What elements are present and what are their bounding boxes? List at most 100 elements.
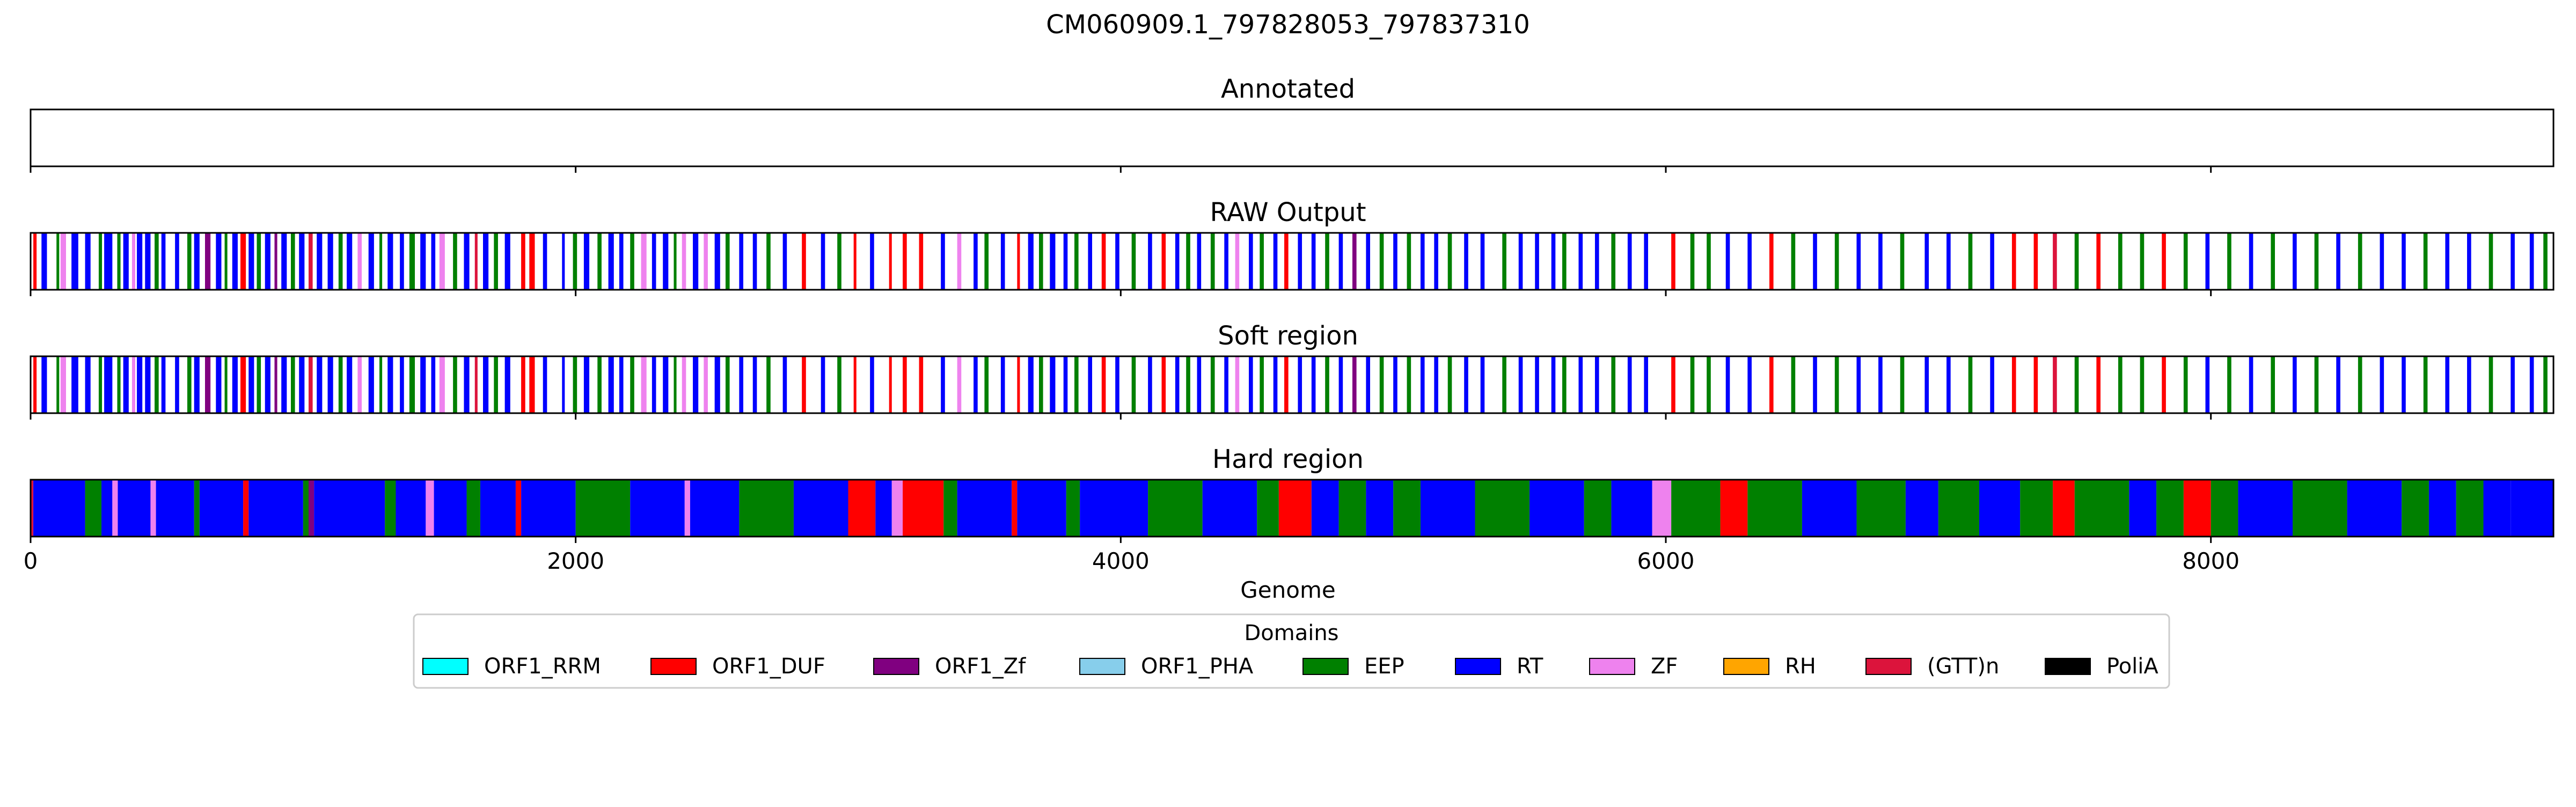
segment-RT (1434, 233, 1438, 290)
legend-swatch (873, 658, 919, 675)
legend-label: ZF (1651, 654, 1678, 679)
segment-RT (299, 233, 305, 290)
segment-EEP (1856, 480, 1906, 537)
segment-ORF1_DUF (521, 356, 525, 413)
segment-RT (396, 480, 426, 537)
segment-RT (1393, 233, 1397, 290)
segment-RT (1311, 480, 1339, 537)
segment-RT (1420, 356, 1425, 413)
segment-ORF1_DUF (1278, 480, 1312, 537)
segment-RT (2445, 233, 2450, 290)
segment-RT (1747, 233, 1752, 290)
segment-EEP (2402, 480, 2429, 537)
segment-RT (2467, 356, 2471, 413)
panel-frame (30, 108, 2555, 167)
segment-ORF1_Zf (274, 356, 277, 413)
segment-EEP (1562, 233, 1567, 290)
segment-RT (161, 356, 166, 413)
segment-RT (175, 233, 179, 290)
segment-ZF (641, 233, 647, 290)
segment-EEP (2314, 233, 2319, 290)
segment-RT (1028, 356, 1034, 413)
segment-EEP (630, 233, 634, 290)
segment-RT (1578, 356, 1583, 413)
legend-swatch (650, 658, 697, 675)
segment-ZF (439, 233, 445, 290)
segment-RT (562, 233, 565, 290)
segment-RT (1990, 233, 1994, 290)
segment-RT (483, 356, 489, 413)
segment-EEP (1210, 233, 1215, 290)
segment-RT (1298, 233, 1302, 290)
segment-RT (1878, 233, 1883, 290)
segment-RT (1856, 356, 1861, 413)
segment-RT (1627, 233, 1632, 290)
segment-RT (2380, 356, 2384, 413)
segment-ZF (426, 480, 434, 537)
segment-EEP (1210, 356, 1215, 413)
segment-ZF (1235, 233, 1240, 290)
segment-EEP (1131, 233, 1136, 290)
segment-EEP (1791, 356, 1796, 413)
segment-EEP (1066, 480, 1080, 537)
segment-EEP (1186, 356, 1190, 413)
segment-RT (608, 233, 614, 290)
segment-RT (543, 233, 547, 290)
segment-RT (1175, 356, 1180, 413)
segment-(GTT)n (474, 233, 478, 290)
segment-EEP (2183, 356, 2188, 413)
segment-EEP (224, 356, 228, 413)
segment-EEP (1938, 480, 1979, 537)
legend-swatch (1302, 658, 1349, 675)
segment-ZF (112, 480, 118, 537)
segment-RT (521, 480, 576, 537)
segment-ZF (131, 356, 136, 413)
segment-EEP (2211, 480, 2238, 537)
legend-label: ORF1_PHA (1141, 654, 1254, 679)
segment-RT (690, 480, 740, 537)
segment-(GTT)n (2053, 233, 2057, 290)
segment-EEP (766, 356, 771, 413)
segment-ORF1_DUF (2096, 356, 2101, 413)
segment-RT (1535, 356, 1539, 413)
segment-RT (1148, 356, 1152, 413)
segment-RT (145, 233, 151, 290)
segment-EEP (984, 233, 989, 290)
legend-label: RT (1517, 654, 1543, 679)
segment-EEP (56, 356, 60, 413)
segment-EEP (2423, 233, 2428, 290)
segment-ORF1_Zf (1352, 356, 1357, 413)
segment-RT (782, 233, 787, 290)
segment-RT (104, 356, 113, 413)
segment-ZF (704, 233, 708, 290)
segment-RT (41, 233, 47, 290)
segment-EEP (385, 480, 396, 537)
segment-EEP (1900, 233, 1905, 290)
segment-RT (752, 233, 757, 290)
segment-RT (1420, 480, 1475, 537)
segment-RT (821, 356, 825, 413)
segment-RT (793, 480, 848, 537)
segment-RT (1464, 356, 1468, 413)
legend-swatch (1079, 658, 1125, 675)
segment-RT (2249, 233, 2253, 290)
segment-RT (1480, 356, 1485, 413)
segment-ORF1_Zf (1352, 233, 1357, 290)
segment-RT (1535, 233, 1539, 290)
segment-RT (175, 356, 179, 413)
segment-RT (1311, 233, 1316, 290)
panel-3: Hard region (30, 444, 2555, 543)
segment-RT (1480, 233, 1485, 290)
segment-RT (232, 356, 238, 413)
segment-RT (663, 233, 669, 290)
segment-EEP (2423, 356, 2428, 413)
segment-EEP (1393, 480, 1421, 537)
segment-EEP (155, 233, 159, 290)
segment-RT (870, 233, 874, 290)
segment-RT (265, 233, 270, 290)
segment-EEP (739, 480, 794, 537)
segment-RT (562, 356, 565, 413)
segment-EEP (1260, 356, 1264, 413)
segment-RT (118, 480, 151, 537)
segment-RT (137, 233, 143, 290)
